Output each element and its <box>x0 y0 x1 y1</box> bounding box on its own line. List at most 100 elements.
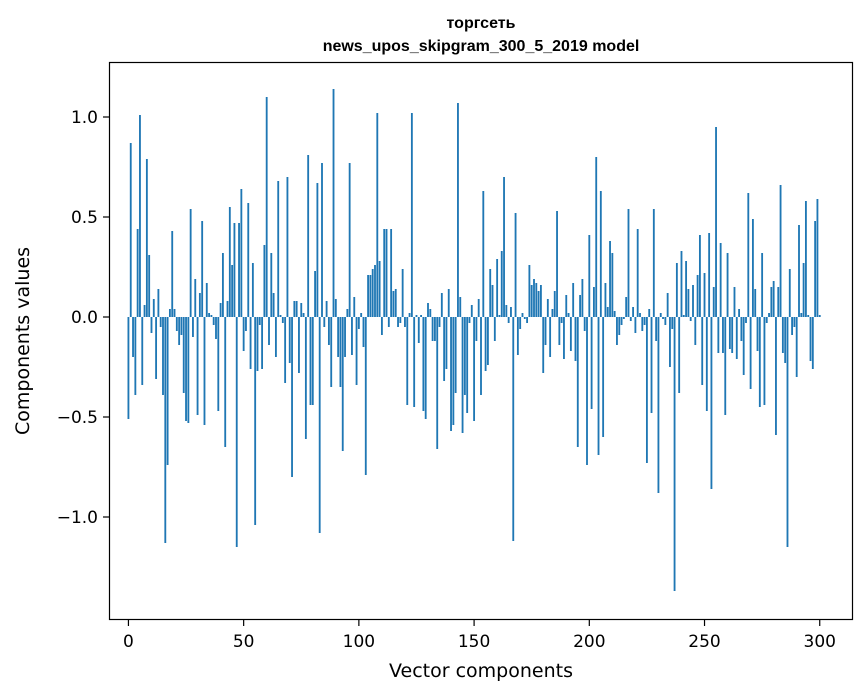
bar-component-163 <box>503 177 505 317</box>
bar-component-239 <box>678 317 681 393</box>
bar-component-74 <box>298 317 300 373</box>
bar-component-231 <box>659 313 662 317</box>
bar-component-106 <box>371 269 374 317</box>
bar-component-170 <box>519 317 522 329</box>
bar-component-3 <box>134 317 137 395</box>
bar-component-121 <box>406 317 409 405</box>
bar-component-254 <box>712 287 715 317</box>
bar-component-280 <box>772 281 775 317</box>
x-tick-label: 150 <box>458 632 490 652</box>
bar-component-92 <box>339 317 342 387</box>
bar-component-28 <box>192 317 194 337</box>
bar-component-216 <box>625 297 628 317</box>
bar-component-194 <box>574 317 577 361</box>
bar-component-47 <box>235 317 238 547</box>
bar-component-33 <box>203 317 206 425</box>
bar-component-238 <box>675 263 678 317</box>
bar-component-2 <box>132 317 134 357</box>
bar-component-142 <box>454 317 457 393</box>
bar-component-276 <box>763 317 766 405</box>
bar-component-73 <box>295 301 298 317</box>
y-tick-label: −0.5 <box>57 408 98 428</box>
bar-component-180 <box>542 317 545 373</box>
bar-component-196 <box>579 295 582 317</box>
bar-component-77 <box>304 317 307 439</box>
y-tick-label: −1.0 <box>57 508 98 528</box>
bar-component-270 <box>749 317 752 389</box>
bar-component-110 <box>380 317 383 335</box>
bar-component-115 <box>392 291 395 317</box>
bar-component-101 <box>360 313 363 317</box>
bar-component-104 <box>367 275 370 317</box>
bar-component-176 <box>533 279 535 317</box>
x-axis-label: Vector components <box>389 660 573 682</box>
bar-component-31 <box>198 293 201 317</box>
bar-component-51 <box>245 317 247 331</box>
bar-component-236 <box>671 317 674 329</box>
y-axis-ticks: −1.0 −0.5 0.0 0.5 1.0 <box>57 108 110 528</box>
bar-component-152 <box>477 299 480 317</box>
bar-component-199 <box>586 317 588 465</box>
bar-component-215 <box>622 317 625 319</box>
bar-component-26 <box>187 317 190 423</box>
bar-component-83 <box>318 317 321 533</box>
bar-component-243 <box>687 289 690 317</box>
bar-component-258 <box>722 317 724 353</box>
x-tick-label: 100 <box>343 632 375 652</box>
bar-component-127 <box>420 315 423 317</box>
bar-component-201 <box>590 317 593 409</box>
bar-component-132 <box>431 317 434 341</box>
bar-component-159 <box>493 317 496 341</box>
bar-component-15 <box>162 317 164 395</box>
bar-component-128 <box>422 317 425 411</box>
bar-component-278 <box>768 313 770 317</box>
bar-component-38 <box>215 317 217 339</box>
bar-component-141 <box>452 317 455 425</box>
bar-component-204 <box>597 317 600 455</box>
bar-component-63 <box>272 293 275 317</box>
bar-component-125 <box>415 315 418 317</box>
bar-component-123 <box>410 113 413 317</box>
bar-component-22 <box>178 317 181 345</box>
bar-component-174 <box>528 265 531 317</box>
bar-component-112 <box>385 229 388 317</box>
bar-component-221 <box>636 229 639 317</box>
bar-component-263 <box>733 287 736 317</box>
x-tick-label: 200 <box>573 632 605 652</box>
bar-component-297 <box>811 317 814 369</box>
bar-component-96 <box>348 163 351 317</box>
bar-component-27 <box>189 209 192 317</box>
bar-component-136 <box>440 293 443 317</box>
bar-component-57 <box>258 317 261 325</box>
bar-component-232 <box>662 317 664 319</box>
bar-component-68 <box>284 317 287 383</box>
y-axis-label: Components values <box>12 247 34 435</box>
bar-component-60 <box>265 97 268 317</box>
bar-component-114 <box>390 229 393 317</box>
bar-component-4 <box>136 229 139 317</box>
bar-component-62 <box>270 253 273 317</box>
bar-component-184 <box>551 309 554 317</box>
bar-component-197 <box>581 279 584 317</box>
bar-component-24 <box>182 317 185 393</box>
bar-component-46 <box>233 223 236 317</box>
bar-component-229 <box>655 317 658 341</box>
bar-component-269 <box>747 193 750 317</box>
bar-component-158 <box>491 285 494 317</box>
y-tick-label: 0.5 <box>71 208 98 228</box>
bar-component-230 <box>657 317 660 493</box>
bar-component-98 <box>353 297 356 317</box>
bar-component-32 <box>201 221 204 317</box>
bar-component-66 <box>279 315 282 317</box>
bar-component-94 <box>344 317 346 357</box>
bar-component-79 <box>309 317 312 405</box>
bar-component-149 <box>470 305 473 317</box>
bar-component-198 <box>583 317 586 331</box>
x-tick-label: 300 <box>804 632 836 652</box>
bar-component-165 <box>507 317 510 323</box>
bar-component-256 <box>717 317 720 353</box>
bar-component-220 <box>634 317 637 333</box>
bar-component-218 <box>629 317 632 321</box>
bar-component-6 <box>141 317 144 385</box>
bar-component-9 <box>148 255 151 317</box>
